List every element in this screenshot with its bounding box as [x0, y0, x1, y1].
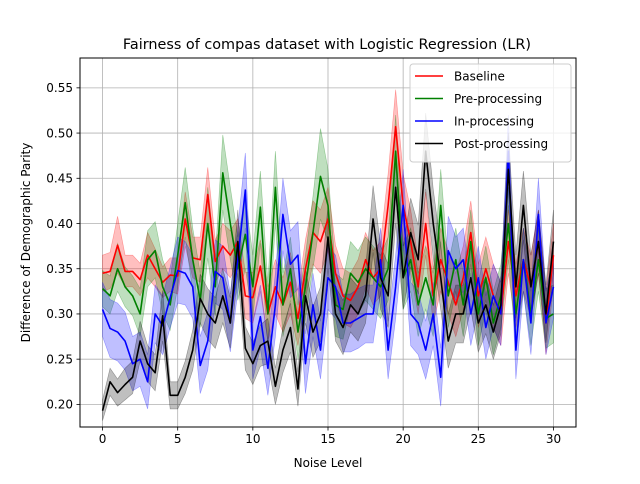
series-lines [101, 125, 555, 411]
post-processing-line [101, 150, 555, 411]
x-tick-label: 10 [245, 432, 260, 446]
x-tick-label: 25 [471, 432, 486, 446]
grid-lines [80, 58, 576, 427]
y-tick-label: 0.20 [46, 398, 73, 412]
legend-box [409, 63, 572, 163]
chart-title: Fairness of compas dataset with Logistic… [123, 37, 531, 53]
in-processing-legend-label: In-processing [454, 115, 534, 129]
y-axis-label: Difference of Demographic Parity [19, 143, 33, 343]
in-processing-line [101, 150, 555, 383]
y-axis-ticks: 0.20 0.25 0.30 0.35 0.40 0.45 0.50 0.55 [46, 81, 80, 412]
x-axis-ticks: 0 5 10 15 20 25 30 [99, 427, 561, 446]
y-tick-label: 0.50 [46, 126, 73, 140]
x-tick-label: 20 [396, 432, 411, 446]
y-tick-label: 0.40 [46, 217, 73, 231]
x-axis-label: Noise Level [294, 456, 363, 470]
x-tick-label: 5 [174, 432, 182, 446]
in-processing-confidence-band [102, 114, 554, 410]
x-tick-label: 15 [320, 432, 335, 446]
x-tick-label: 0 [99, 432, 107, 446]
pre-processing-legend-label: Pre-processing [454, 92, 542, 106]
post-processing-legend-label: Post-processing [454, 137, 548, 151]
legend: Baseline Pre-processing In-processing Post-… [409, 63, 572, 163]
y-tick-label: 0.35 [46, 262, 73, 276]
y-tick-label: 0.25 [46, 352, 73, 366]
y-tick-label: 0.45 [46, 172, 73, 186]
y-tick-label: 0.55 [46, 81, 73, 95]
x-tick-label: 30 [546, 432, 561, 446]
baseline-legend-label: Baseline [454, 70, 505, 84]
pre-processing-line [101, 150, 554, 333]
y-tick-label: 0.30 [46, 307, 73, 321]
baseline-line [102, 125, 555, 324]
